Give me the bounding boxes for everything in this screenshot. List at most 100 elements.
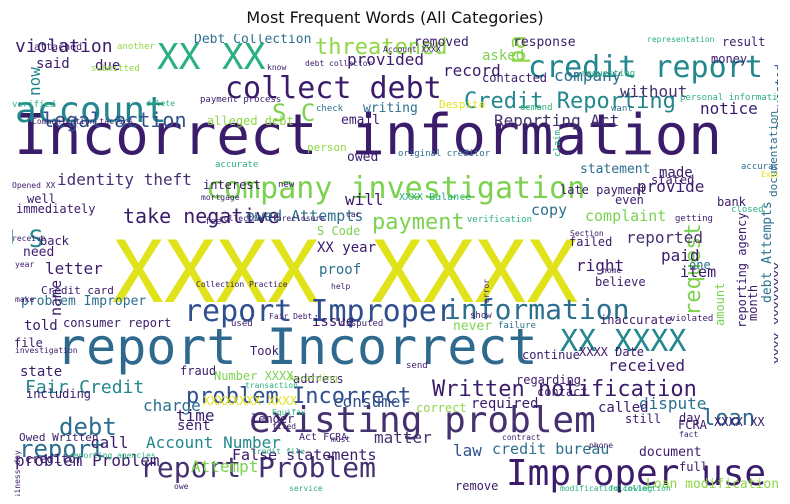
cloud-word: Collection Practice	[196, 280, 288, 289]
cloud-word: inaccurate	[600, 313, 672, 327]
cloud-word: attached	[34, 42, 82, 53]
cloud-word: law	[453, 441, 482, 460]
cloud-word: fraud	[180, 364, 216, 378]
cloud-word: time	[176, 406, 215, 425]
cloud-word: right	[576, 256, 624, 275]
cloud-word: believe	[595, 275, 646, 289]
cloud-word: without	[620, 82, 687, 101]
cloud-word: required	[471, 396, 538, 412]
cloud-word: matter	[374, 428, 432, 447]
cloud-word: record	[443, 61, 501, 80]
cloud-word: threatened	[315, 35, 447, 60]
cloud-word: pay	[503, 34, 531, 64]
cloud-word: sent	[177, 418, 211, 434]
cloud-word: report	[19, 435, 106, 463]
cloud-word: S Code	[317, 224, 360, 238]
cloud-word: payment process	[200, 95, 281, 105]
cloud-word: legal action	[42, 108, 187, 132]
cloud-word: Despite	[439, 98, 485, 111]
cloud-word: proof	[319, 262, 361, 278]
cloud-word: consumer report	[63, 316, 171, 330]
cloud-word: help	[331, 282, 350, 291]
word-cloud: XXXX XXXX Incorrect information report Inc…	[12, 34, 778, 496]
cloud-word: Attempt	[191, 457, 258, 476]
cloud-word: address	[293, 372, 344, 386]
cloud-word: car	[346, 210, 361, 219]
cloud-word: called	[598, 400, 649, 416]
cloud-word: payment	[372, 210, 465, 235]
cloud-word: According	[289, 374, 338, 384]
cloud-word: Took	[250, 344, 280, 358]
cloud-word: company	[554, 66, 622, 85]
cloud-word: item	[680, 263, 716, 281]
cloud-word: report Problem	[140, 451, 376, 484]
cloud-word: violation	[15, 36, 113, 57]
cloud-word: identity theft	[57, 170, 192, 189]
cloud-word: owed Attempts	[246, 207, 363, 225]
cloud-word: submitted	[91, 64, 140, 74]
cloud-word: account	[15, 90, 167, 131]
cloud-word: XX XXXX	[560, 324, 686, 359]
cloud-word: send	[406, 361, 428, 371]
cloud-word: owed	[347, 150, 378, 165]
cloud-word: Experian	[761, 170, 778, 179]
cloud-word: Section	[570, 229, 604, 238]
cloud-word: debt Attempts	[760, 201, 775, 303]
cloud-word: another	[117, 42, 156, 52]
cloud-word: late payment	[560, 183, 647, 197]
cloud-word: including	[26, 387, 91, 401]
cloud-word: document	[639, 445, 702, 460]
cloud-word: service	[289, 484, 323, 493]
cloud-word: dispute	[639, 394, 706, 413]
cloud-word: received	[608, 356, 685, 375]
cloud-word: issue	[312, 314, 354, 330]
cloud-word: personal information	[680, 93, 778, 103]
cloud-word: result	[722, 35, 765, 49]
cloud-word: writing	[363, 101, 418, 116]
cloud-word: S C	[272, 99, 315, 127]
cloud-word: owe	[174, 482, 189, 491]
cloud-word: Debt Collection	[194, 34, 311, 47]
cloud-word: paid	[661, 246, 700, 265]
cloud-word: reported	[626, 228, 703, 247]
cloud-word: stated	[651, 173, 694, 187]
cloud-word: Fair Debt	[269, 312, 313, 321]
cloud-word: used	[231, 319, 253, 329]
cloud-word: Communication tactics	[32, 117, 133, 126]
cloud-word: copy	[531, 201, 567, 219]
cloud-word: U S	[12, 225, 43, 253]
cloud-word: problem Problem	[15, 451, 160, 470]
cloud-word: disputed	[340, 319, 383, 329]
cloud-word: credit report	[528, 50, 763, 85]
cloud-word: complaint	[585, 207, 666, 225]
cloud-word: fact	[679, 430, 698, 439]
cloud-word: False statements	[232, 446, 377, 464]
cloud-word: state	[20, 364, 62, 380]
cloud-word: business day	[13, 450, 22, 496]
cloud-word: company investigation	[206, 171, 585, 206]
cloud-word: debt	[59, 413, 117, 441]
cloud-word: XX XX	[157, 37, 266, 78]
cloud-word: Incorrect information	[14, 103, 722, 168]
word-cloud-canvas: XXXX XXXX Incorrect information report Inc…	[12, 34, 778, 496]
cloud-word: check	[316, 104, 344, 114]
cloud-word: due	[95, 58, 120, 74]
cloud-word: request	[681, 223, 706, 316]
cloud-word: lender	[251, 412, 294, 426]
cloud-word: made	[659, 165, 693, 181]
cloud-word: said	[36, 56, 70, 72]
cloud-word: money	[711, 52, 747, 66]
cloud-word: new	[278, 180, 295, 190]
cloud-word: closed	[731, 205, 764, 215]
cloud-word: need	[23, 245, 54, 260]
cloud-word: back	[40, 234, 70, 248]
cloud-word: fee	[205, 217, 221, 227]
cloud-word: failure	[498, 321, 536, 331]
cloud-word: XXXXXXXX XXXX	[203, 394, 298, 408]
cloud-word: XXXX XX	[714, 415, 765, 429]
cloud-word: Account Number	[146, 433, 281, 452]
cloud-word: XX year	[317, 240, 376, 256]
cloud-word: still	[625, 412, 661, 426]
cloud-word: XXXX XXXXXXXX	[773, 262, 778, 364]
cloud-word: make	[15, 295, 34, 304]
